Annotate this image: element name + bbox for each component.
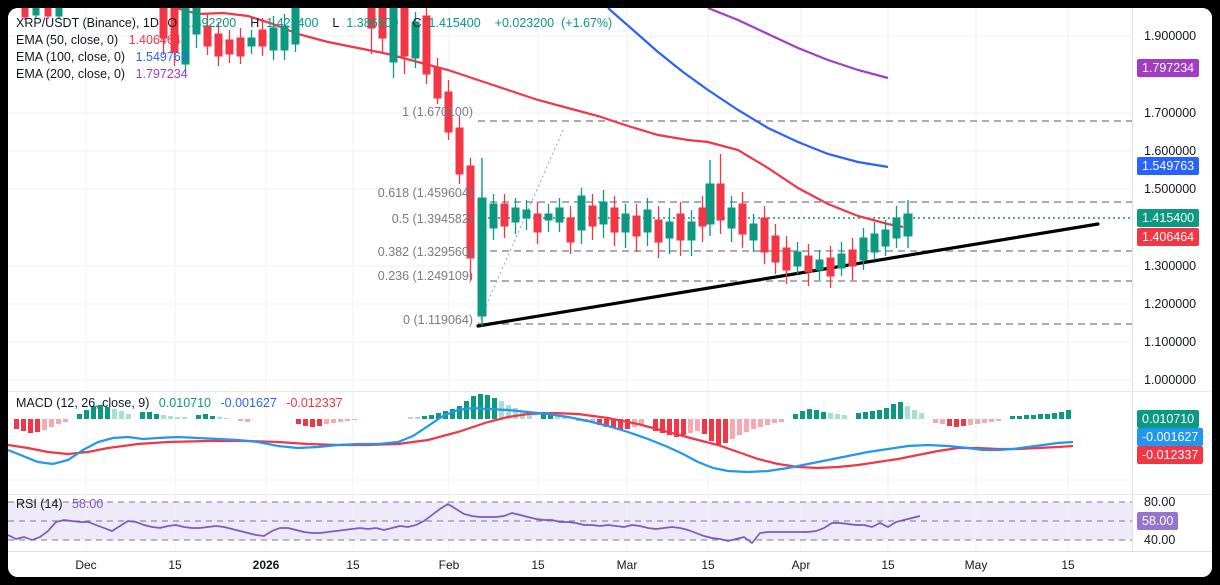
ema200-price-badge[interactable]: 1.797234 — [1137, 59, 1200, 77]
price-svg: 1 (1.670100) 0.618 (1.459604) 0.5 (1.394… — [8, 8, 1133, 391]
time-label-feb: Feb — [438, 558, 460, 572]
price-tick-1: 1.900000 — [1144, 29, 1197, 43]
time-label-15d: 15 — [701, 558, 715, 572]
fib-label-1: 1 (1.670100) — [402, 105, 473, 119]
price-tick-5: 1.300000 — [1144, 259, 1197, 273]
macd-plot-area[interactable] — [8, 392, 1133, 495]
rsi-value-badge[interactable]: 58.00 — [1137, 512, 1179, 530]
time-label-mar: Mar — [616, 558, 638, 572]
macd-line — [8, 406, 1074, 474]
fib-label-0236: 0.236 (1.249109) — [378, 269, 473, 283]
rsi-tick-80: 80.00 — [1144, 495, 1176, 509]
time-label-15c: 15 — [531, 558, 545, 572]
fib-label-text-group: 1 (1.670100) 0.618 (1.459604) 0.5 (1.394… — [378, 105, 473, 327]
rsi-svg — [8, 495, 1133, 551]
price-tick-2: 1.700000 — [1144, 106, 1197, 120]
time-label-dec: Dec — [75, 558, 97, 572]
ema100-line — [607, 8, 889, 169]
time-label-15b: 15 — [346, 558, 360, 572]
macd-axis[interactable]: 0.100000 0.010710 -0.001627 -0.012337 — [1132, 392, 1212, 495]
time-label-15e: 15 — [881, 558, 895, 572]
rsi-plot-area[interactable] — [8, 495, 1133, 552]
rsi-axis[interactable]: 80.00 40.00 58.00 — [1132, 495, 1212, 552]
trendline — [476, 222, 1100, 328]
fib-level-lines — [478, 120, 1133, 325]
last-price-badge[interactable]: 1.415400 — [1137, 209, 1200, 227]
price-tick-6: 1.200000 — [1144, 297, 1197, 311]
price-tick-3: 1.600000 — [1144, 144, 1197, 158]
fib-anchor-line — [477, 127, 565, 325]
chart-card: 1 (1.670100) 0.618 (1.459604) 0.5 (1.394… — [8, 8, 1212, 577]
macd-histogram — [14, 394, 1071, 445]
rsi-tick-40: 40.00 — [1144, 533, 1176, 547]
macd-pane[interactable]: MACD (12, 26, close, 9) 0.010710 -0.0016… — [8, 391, 1212, 495]
rsi-vertical-gridlines — [85, 495, 1069, 551]
price-tick-7: 1.100000 — [1144, 335, 1197, 349]
macd-vertical-gridlines — [85, 392, 1069, 494]
macd-svg — [8, 392, 1133, 494]
price-tick-8: 1.000000 — [1144, 373, 1197, 387]
price-axis[interactable]: 1.900000 1.700000 1.600000 1.500000 1.30… — [1132, 8, 1212, 391]
rsi-pane[interactable]: RSI (14) 58.00 80.00 40.00 58.00 — [8, 494, 1212, 552]
fib-label-0382: 0.382 (1.329560) — [378, 245, 473, 259]
fib-label-0: 0 (1.119064) — [403, 313, 473, 327]
histogram-value-badge[interactable]: -0.012337 — [1137, 446, 1204, 464]
macd-signal-line — [8, 411, 1074, 470]
ema200-line — [707, 8, 889, 80]
horizontal-gridlines — [8, 35, 1133, 381]
rsi-band-lines — [8, 501, 1133, 541]
candlestick-series — [21, 8, 913, 326]
time-label-apr: Apr — [791, 558, 811, 572]
price-plot-area[interactable]: 1 (1.670100) 0.618 (1.459604) 0.5 (1.394… — [8, 8, 1133, 391]
time-label-may: May — [964, 558, 988, 572]
time-label-15f: 15 — [1061, 558, 1075, 572]
price-pane[interactable]: 1 (1.670100) 0.618 (1.459604) 0.5 (1.394… — [8, 8, 1212, 391]
fib-label-05: 0.5 (1.394582) — [392, 212, 473, 226]
macd-value-badge[interactable]: 0.010710 — [1137, 410, 1200, 428]
rsi-line — [8, 502, 921, 545]
ema100-price-badge[interactable]: 1.549763 — [1137, 157, 1200, 175]
time-label-2026: 2026 — [252, 558, 280, 572]
price-tick-4: 1.500000 — [1144, 182, 1197, 196]
time-axis[interactable]: Dec 15 2026 15 Feb 15 Mar 15 Apr 15 May … — [8, 551, 1212, 577]
time-label-15a: 15 — [168, 558, 182, 572]
vertical-gridlines — [85, 8, 1069, 391]
fib-label-0618: 0.618 (1.459604) — [378, 186, 473, 200]
signal-value-badge[interactable]: -0.001627 — [1137, 428, 1204, 446]
ema50-price-badge[interactable]: 1.406464 — [1137, 228, 1200, 246]
